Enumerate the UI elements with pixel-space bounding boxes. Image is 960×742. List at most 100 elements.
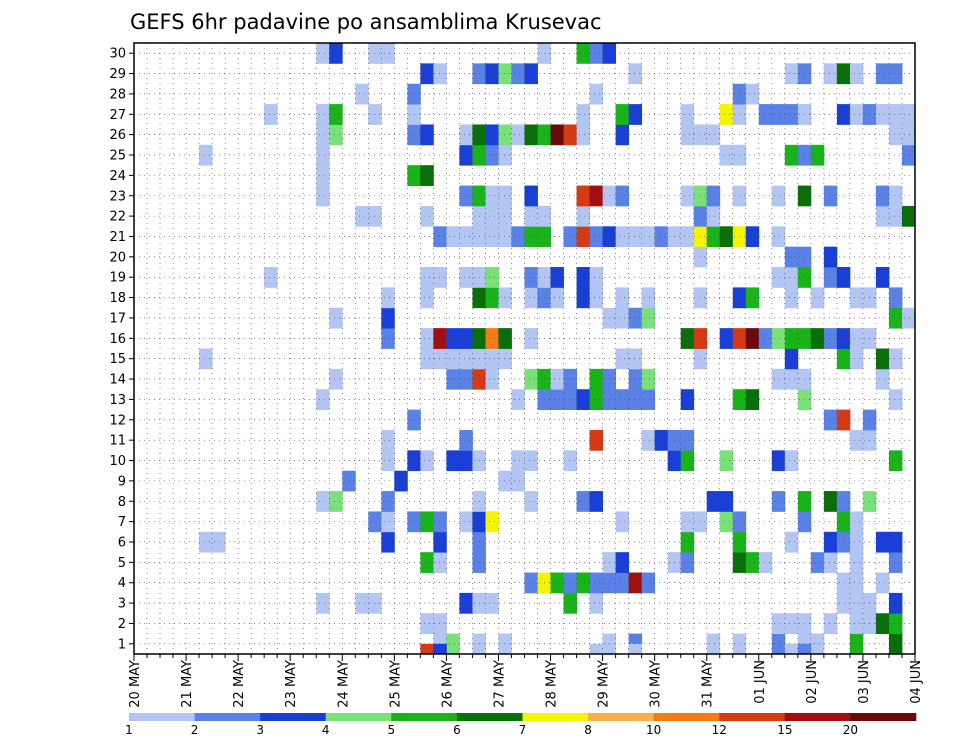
precip-cell [433,511,447,533]
precip-cell [745,389,760,410]
precip-cell [784,328,799,349]
x-tick-label: 20 MAY [128,660,143,708]
precip-cell [680,389,695,410]
y-tick-label: 3 [118,597,126,612]
x-tick-label: 23 MAY [284,660,299,708]
colorbar-label: 8 [584,723,592,737]
chart-title: GEFS 6hr padavine po ansamblima Krusevac [130,10,602,34]
precip-cell [420,165,434,186]
precip-cell [810,552,825,573]
x-tick-label: 04 JUN [909,660,924,704]
precip-cell [433,63,447,85]
precip-cell [901,104,916,125]
precip-cell [693,348,708,370]
colorbar-segment [522,713,589,721]
precip-cell [875,267,890,288]
precip-cell [420,63,434,85]
precip-cell [420,511,434,533]
precip-cell [459,226,473,248]
precip-cell [368,592,382,614]
precip-cell [576,185,590,207]
precip-cell [628,104,643,125]
precip-cell [784,63,799,85]
precip-cell [719,328,734,349]
y-tick-label: 8 [118,495,126,510]
precip-cell [329,307,343,329]
precip-cell [719,491,734,512]
precip-cell [381,307,395,329]
precip-cell [823,246,838,268]
precip-cell [849,592,864,614]
precip-cell [654,429,669,451]
precip-cell [693,328,708,349]
precip-cell [563,389,577,410]
x-axis: 20 MAY 21 MAY 22 MAY 23 MAY 24 MAY 25 MAY 26 M… [128,654,924,708]
precip-cell [459,267,473,288]
y-tick-label: 16 [109,332,126,347]
precip-cell [433,226,447,248]
y-axis: 1234567891011121314151617181920212223242… [109,47,134,652]
precip-cell [524,287,538,309]
precip-cell [420,552,434,573]
precip-cell [563,450,577,472]
x-tick-label: 29 MAY [597,660,612,708]
precip-cell [589,267,603,288]
precip-cell [875,348,890,370]
precip-cell [771,613,786,635]
precip-cell [511,389,525,410]
y-tick-label: 15 [109,352,126,367]
precip-cell [459,328,473,349]
precip-cell [888,613,903,635]
precip-cell [836,491,851,512]
colorbar-segment [588,713,654,721]
precip-cell [381,531,395,553]
precip-cell [329,491,343,512]
colorbar-segment [784,713,851,721]
precip-cell [758,104,773,125]
precip-cell [381,43,395,64]
y-tick-label: 29 [109,67,126,82]
precip-cell [836,63,851,85]
precip-cell [459,429,473,451]
precip-cell [628,348,643,370]
precip-cell [498,205,512,227]
precip-cell [849,287,864,309]
precip-cell [433,552,447,573]
precip-cell [485,511,499,533]
precip-cell [615,348,630,370]
precip-cell [576,104,590,125]
precip-cell [719,450,734,472]
precip-cell [888,205,903,227]
precip-cell [485,226,499,248]
precip-cell [576,287,590,309]
y-tick-label: 2 [118,617,126,632]
precip-cell [316,592,330,614]
precip-cell [771,328,786,349]
precip-cell [316,144,330,166]
x-tick-label: 21 MAY [180,660,195,708]
precip-cell [641,307,656,329]
precip-cell [563,572,577,594]
precip-cell [836,511,851,533]
precip-cell [849,348,864,370]
precip-cell [355,592,369,614]
precip-cell [784,531,799,553]
precip-cell [524,450,538,472]
precip-cell [875,104,890,125]
precip-cell [420,267,434,288]
precip-cell [888,552,903,573]
colorbar-label: 7 [519,723,527,737]
precip-cell [589,83,603,105]
precip-cell [628,643,643,654]
precip-cell [420,328,434,349]
y-tick-label: 19 [109,271,126,286]
precip-cell [524,63,538,85]
precip-cell [381,328,395,349]
precip-cell [706,633,721,655]
precip-cell [810,328,825,349]
colorbar-segment [391,713,458,721]
colorbar-segment [325,713,392,721]
precip-cell [433,267,447,288]
precip-cell [394,470,408,492]
